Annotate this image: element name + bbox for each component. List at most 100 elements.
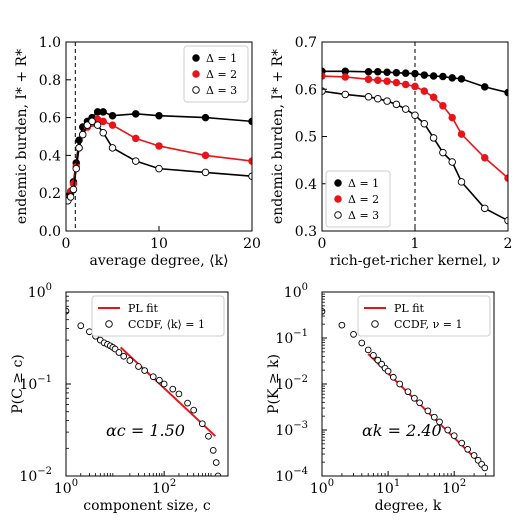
data-point <box>135 363 142 370</box>
plot-area <box>322 42 508 231</box>
data-point <box>160 380 168 388</box>
x-axis-label: component size, c <box>83 498 211 514</box>
data-point <box>341 90 350 99</box>
data-point <box>401 69 410 77</box>
legend: PL fit CCDF, ν = 1 <box>357 295 491 337</box>
data-point <box>429 93 438 102</box>
legend-box <box>91 295 225 337</box>
y-tick-label: 0.0 <box>39 224 61 240</box>
data-point <box>429 134 438 142</box>
y-tick-label: 10−1 <box>275 328 308 347</box>
legend-box <box>357 295 491 337</box>
data-point <box>389 373 397 381</box>
x-tick-label: 102 <box>442 478 466 497</box>
data-point <box>448 113 456 122</box>
data-point <box>424 407 432 415</box>
data-point <box>72 164 80 173</box>
axis-ticks: 0 10 20 0.0 0.2 0.4 0.6 0.8 1.0 <box>39 35 261 252</box>
data-point <box>141 367 148 374</box>
legend-swatch <box>192 54 200 62</box>
series-1 <box>322 67 508 97</box>
data-point <box>383 97 391 105</box>
data-point <box>108 121 117 129</box>
data-point <box>411 111 419 119</box>
x-tick-label: 10 <box>150 236 168 252</box>
data-point <box>411 69 419 78</box>
data-point <box>439 148 447 157</box>
x-axis-label: degree, k <box>375 498 442 514</box>
y-axis-label: P(C ≥ c) <box>10 354 26 414</box>
data-point <box>75 144 83 152</box>
data-point <box>115 349 123 356</box>
legend-swatch <box>192 86 200 94</box>
data-point <box>374 68 382 76</box>
legend-label: Δ = 2 <box>206 68 237 81</box>
x-axis-label: average degree, ⟨k⟩ <box>89 253 228 269</box>
data-point <box>392 78 401 87</box>
data-point <box>457 130 466 138</box>
legend-label: CCDF, ⟨k⟩ = 1 <box>128 318 205 331</box>
data-point <box>99 117 107 126</box>
data-point <box>481 154 489 162</box>
y-axis-label: endemic burden, I* + R* <box>14 49 30 224</box>
data-point <box>93 121 102 129</box>
data-point <box>436 418 443 426</box>
legend-label: CCDF, ν = 1 <box>394 318 462 331</box>
series-2 <box>66 115 252 203</box>
data-point <box>420 119 429 128</box>
x-tick-label: 0 <box>62 236 71 252</box>
data-point <box>364 93 373 101</box>
x-tick-label: 2 <box>504 236 513 252</box>
y-tick-label: 0.4 <box>39 148 61 164</box>
data-point <box>429 72 438 80</box>
data-point <box>149 373 157 381</box>
data-point <box>108 111 117 120</box>
data-point <box>69 185 78 194</box>
data-point <box>481 83 489 91</box>
power-law-fit-line <box>119 346 216 437</box>
data-point <box>338 321 346 329</box>
series-3 <box>66 117 252 205</box>
data-point <box>364 68 373 76</box>
data-point <box>439 102 447 110</box>
legend-box <box>325 170 391 228</box>
data-point <box>504 216 508 225</box>
data-point <box>439 72 447 81</box>
data-point <box>470 452 478 459</box>
y-tick-label: 100 <box>284 282 308 301</box>
data-point <box>420 87 429 95</box>
data-point <box>214 472 222 476</box>
legend: Δ = 1 Δ = 2 Δ = 3 <box>183 45 249 103</box>
data-point <box>205 432 212 440</box>
data-point <box>457 178 466 186</box>
series-2 <box>322 72 508 182</box>
legend-label: PL fit <box>394 302 425 315</box>
y-tick-label: 0.4 <box>295 177 317 193</box>
legend-swatch <box>105 320 113 328</box>
data-point <box>383 77 391 85</box>
legend-label: Δ = 3 <box>348 209 379 222</box>
exponent-annotation: αc = 1.50 <box>106 421 185 440</box>
data-point <box>458 439 466 447</box>
data-point <box>190 406 198 414</box>
y-axis-label: endemic burden, I* + R* <box>270 49 286 224</box>
legend-label: Δ = 2 <box>348 193 379 206</box>
data-point <box>78 130 87 139</box>
data-point <box>201 151 210 160</box>
data-point <box>155 164 163 173</box>
data-point <box>88 117 96 126</box>
data-point <box>131 110 140 118</box>
data-point <box>169 385 177 393</box>
data-point <box>392 100 401 109</box>
data-point <box>131 134 140 143</box>
plot-area <box>66 42 252 231</box>
data-point <box>448 74 456 82</box>
data-point <box>120 352 128 360</box>
data-point <box>212 459 220 466</box>
data-point <box>358 339 366 347</box>
legend-label: PL fit <box>128 302 159 315</box>
data-point <box>364 75 373 84</box>
data-point <box>66 193 75 201</box>
data-point <box>374 94 382 103</box>
